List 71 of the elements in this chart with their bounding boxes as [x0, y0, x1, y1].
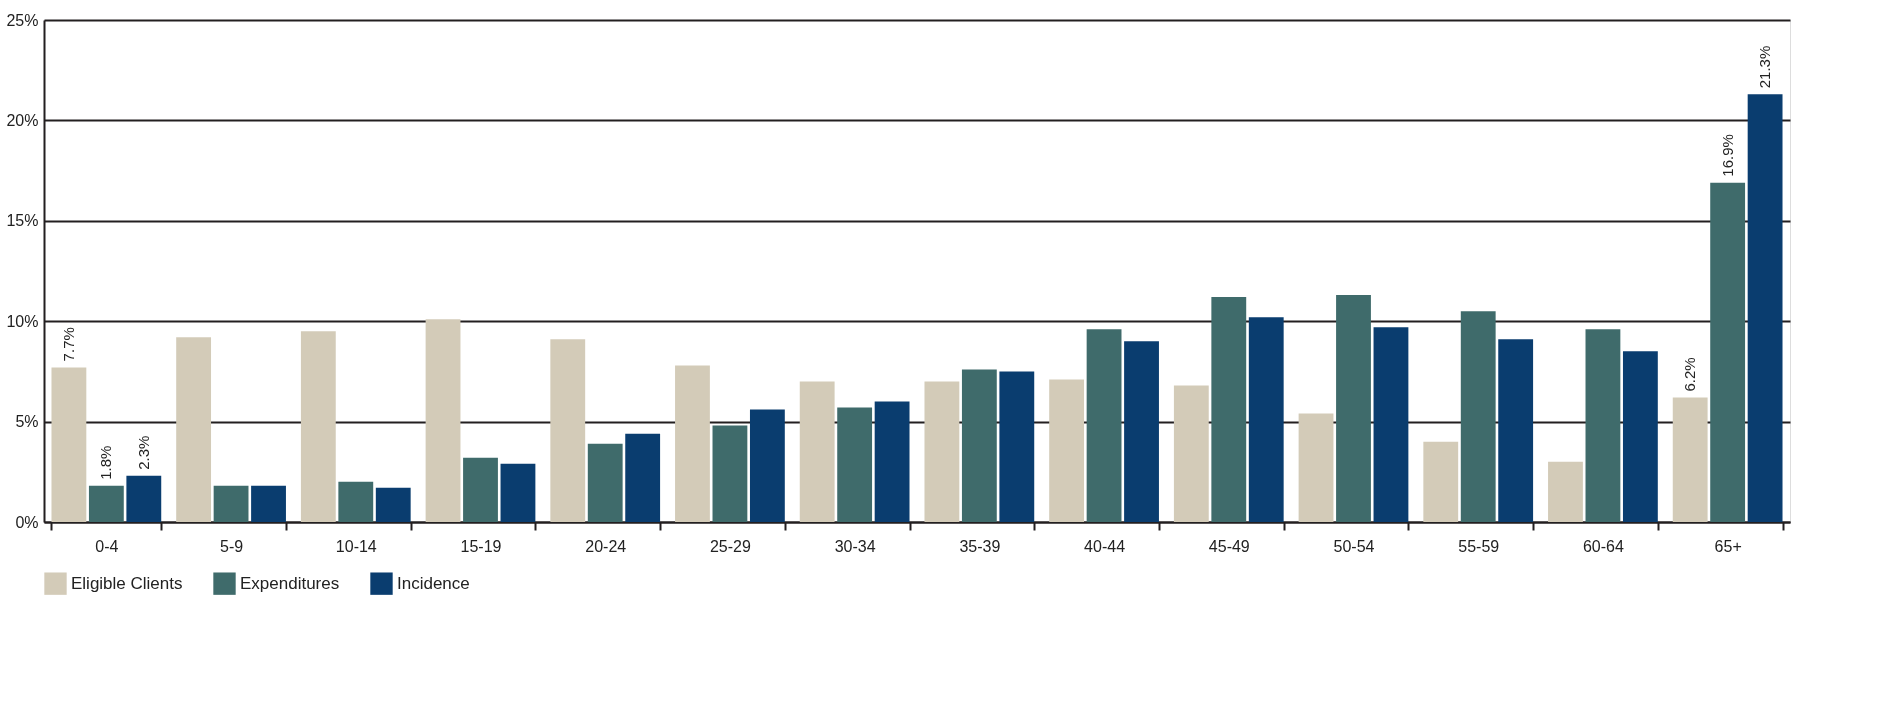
- bar: [1298, 413, 1334, 522]
- bar: [1173, 385, 1209, 522]
- bar: [999, 371, 1035, 522]
- x-tick-label: 30-34: [834, 537, 876, 555]
- y-tick-label: 15%: [6, 212, 39, 230]
- data-label: 6.2%: [1681, 357, 1699, 392]
- bar: [1460, 311, 1496, 522]
- bar: [1548, 461, 1583, 522]
- data-label: 7.7%: [59, 327, 77, 362]
- bar: [1747, 94, 1783, 522]
- bar: [749, 409, 785, 522]
- x-tick-label: 45-49: [1208, 537, 1250, 555]
- bar: [425, 319, 461, 522]
- y-tick-label: 20%: [6, 111, 39, 129]
- bar: [500, 463, 536, 522]
- bar: [587, 443, 623, 522]
- bar: [799, 381, 835, 522]
- bar: [126, 475, 162, 522]
- bar: [550, 339, 586, 522]
- x-tick-label: 15-19: [460, 537, 502, 555]
- bar: [1710, 182, 1746, 522]
- x-tick-label: 55-59: [1458, 537, 1500, 555]
- x-tick-label: 60-64: [1582, 537, 1624, 555]
- bar: [251, 485, 286, 522]
- bar: [1498, 339, 1534, 522]
- bar: [1373, 327, 1409, 522]
- bar: [88, 485, 124, 522]
- bar: [961, 369, 997, 522]
- x-tick-label: 25-29: [709, 537, 751, 555]
- x-tick-label: 5-9: [220, 537, 244, 555]
- data-label: 1.8%: [97, 445, 115, 480]
- y-tick-label: 0%: [15, 513, 39, 531]
- bar: [837, 407, 873, 522]
- bar: [1423, 441, 1459, 522]
- x-tick-label: 10-14: [335, 537, 377, 555]
- bar: [1585, 329, 1621, 522]
- x-tick-label: 65+: [1714, 537, 1742, 555]
- bar: [1086, 329, 1122, 522]
- bar: [1124, 341, 1159, 522]
- legend-label: Expenditures: [240, 573, 340, 593]
- bar: [1622, 351, 1658, 522]
- x-tick-label: 0-4: [95, 537, 119, 555]
- y-tick-label: 25%: [6, 11, 39, 29]
- bar: [712, 425, 748, 522]
- bar: [176, 337, 212, 522]
- legend-label: Eligible Clients: [71, 573, 183, 593]
- bar: [1211, 297, 1247, 522]
- x-tick-label: 20-24: [585, 537, 627, 555]
- bar: [338, 481, 374, 522]
- bar: [924, 381, 960, 522]
- bar: [874, 401, 910, 522]
- y-tick-label: 5%: [15, 413, 39, 431]
- bar: [1672, 397, 1708, 522]
- bar: [51, 367, 87, 522]
- bar: [625, 433, 661, 522]
- legend-label: Incidence: [397, 573, 470, 593]
- x-tick-label: 40-44: [1084, 537, 1126, 555]
- bar: [675, 365, 710, 522]
- bar: [375, 487, 411, 522]
- x-tick-label: 50-54: [1333, 537, 1375, 555]
- data-label: 2.3%: [134, 435, 152, 470]
- x-tick-label: 35-39: [959, 537, 1001, 555]
- data-label: 21.3%: [1756, 45, 1774, 89]
- y-tick-label: 10%: [6, 312, 39, 330]
- bar: [213, 485, 249, 522]
- bar: [300, 331, 336, 522]
- bar: [1248, 317, 1284, 522]
- bar: [1049, 379, 1085, 522]
- data-label: 16.9%: [1718, 134, 1736, 177]
- bar: [1336, 295, 1371, 522]
- bar: [463, 457, 498, 522]
